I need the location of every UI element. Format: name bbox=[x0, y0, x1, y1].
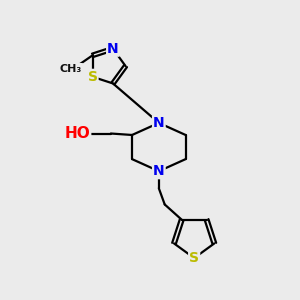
Text: N: N bbox=[153, 164, 165, 178]
Text: CH₃: CH₃ bbox=[60, 64, 82, 74]
Text: HO: HO bbox=[64, 126, 90, 141]
Text: N: N bbox=[107, 42, 119, 56]
Text: N: N bbox=[153, 116, 165, 130]
Text: S: S bbox=[88, 70, 98, 84]
Text: S: S bbox=[189, 251, 199, 265]
